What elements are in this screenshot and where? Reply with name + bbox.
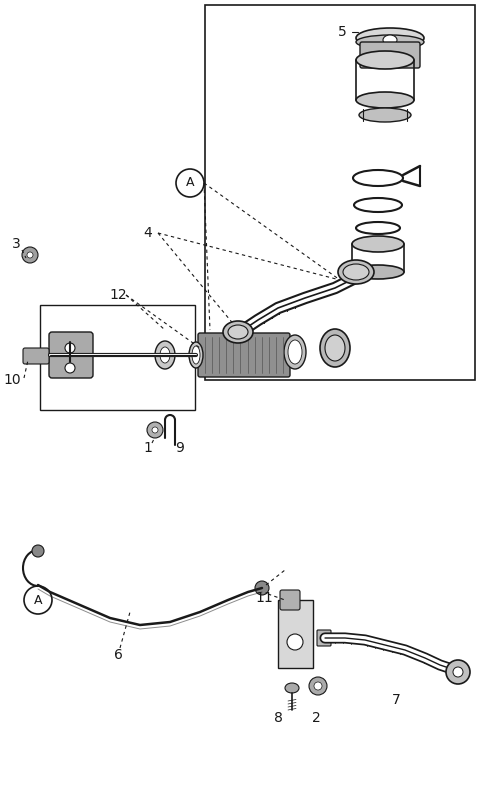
Ellipse shape xyxy=(343,264,369,280)
Ellipse shape xyxy=(160,347,170,363)
Circle shape xyxy=(255,581,269,595)
Circle shape xyxy=(287,634,303,650)
FancyBboxPatch shape xyxy=(198,333,290,377)
FancyBboxPatch shape xyxy=(278,600,313,668)
Text: 10: 10 xyxy=(3,373,21,387)
Text: A: A xyxy=(186,176,194,189)
Text: 6: 6 xyxy=(114,648,122,662)
FancyBboxPatch shape xyxy=(23,348,49,364)
Ellipse shape xyxy=(352,236,404,252)
FancyBboxPatch shape xyxy=(49,332,93,378)
Ellipse shape xyxy=(228,325,248,339)
Circle shape xyxy=(314,682,322,690)
Circle shape xyxy=(65,343,75,353)
FancyBboxPatch shape xyxy=(317,630,331,646)
Ellipse shape xyxy=(288,340,302,364)
Ellipse shape xyxy=(356,92,414,108)
Ellipse shape xyxy=(356,51,414,69)
Circle shape xyxy=(22,247,38,263)
Ellipse shape xyxy=(189,342,203,368)
Ellipse shape xyxy=(285,683,299,693)
Ellipse shape xyxy=(356,35,424,49)
Circle shape xyxy=(453,667,463,677)
Text: 8: 8 xyxy=(274,711,282,725)
Text: 12: 12 xyxy=(109,288,127,302)
Text: 2: 2 xyxy=(312,711,320,725)
Text: A: A xyxy=(34,594,42,607)
Ellipse shape xyxy=(320,329,350,367)
Text: 11: 11 xyxy=(255,591,273,605)
Circle shape xyxy=(27,252,33,258)
Ellipse shape xyxy=(223,321,253,343)
Ellipse shape xyxy=(383,35,397,45)
Text: 5: 5 xyxy=(337,25,347,39)
Ellipse shape xyxy=(192,346,200,364)
Text: 4: 4 xyxy=(144,226,152,240)
Ellipse shape xyxy=(338,260,374,284)
Circle shape xyxy=(65,363,75,373)
Text: 3: 3 xyxy=(12,237,20,251)
FancyBboxPatch shape xyxy=(280,590,300,610)
Ellipse shape xyxy=(352,265,404,279)
Ellipse shape xyxy=(155,341,175,369)
Ellipse shape xyxy=(284,335,306,369)
Text: 1: 1 xyxy=(144,441,153,455)
Ellipse shape xyxy=(325,335,345,361)
Ellipse shape xyxy=(359,108,411,122)
Circle shape xyxy=(32,545,44,557)
Text: 9: 9 xyxy=(176,441,184,455)
Circle shape xyxy=(147,422,163,438)
Circle shape xyxy=(446,660,470,684)
Circle shape xyxy=(309,677,327,695)
Text: 7: 7 xyxy=(392,693,400,707)
Ellipse shape xyxy=(356,28,424,48)
FancyBboxPatch shape xyxy=(360,42,420,68)
Circle shape xyxy=(152,427,158,433)
